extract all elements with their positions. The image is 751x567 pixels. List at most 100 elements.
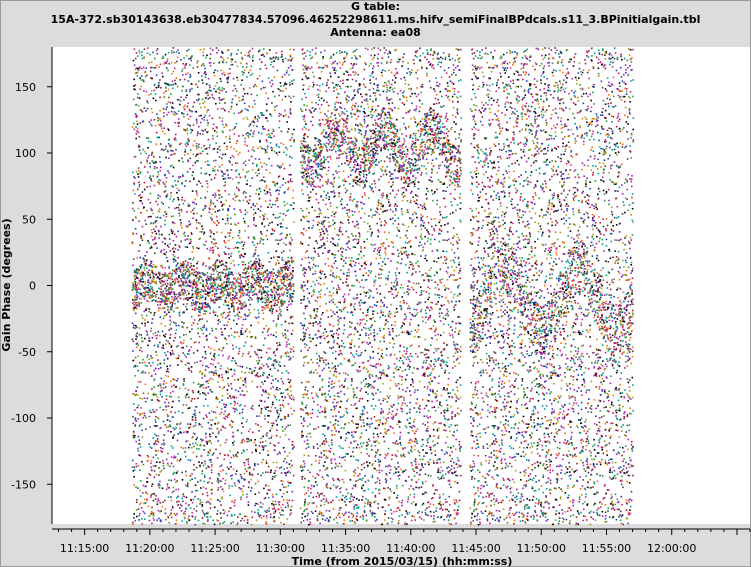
data-point xyxy=(226,416,229,418)
data-point xyxy=(285,288,288,291)
data-point xyxy=(273,367,276,369)
data-point xyxy=(138,349,141,352)
data-point xyxy=(191,289,193,292)
data-point xyxy=(217,432,220,435)
data-point xyxy=(196,247,198,249)
data-point xyxy=(205,365,207,368)
data-point xyxy=(163,191,166,193)
data-point xyxy=(244,267,247,269)
data-point xyxy=(172,269,174,271)
data-point xyxy=(150,357,153,359)
data-point xyxy=(232,395,234,398)
data-point xyxy=(135,170,138,173)
data-point xyxy=(134,278,136,280)
data-point xyxy=(182,303,185,306)
data-point xyxy=(185,404,188,406)
data-point xyxy=(158,467,161,469)
data-point xyxy=(225,304,228,307)
data-point xyxy=(164,296,167,299)
data-point xyxy=(138,220,140,222)
data-point xyxy=(231,359,233,362)
data-point xyxy=(186,297,188,299)
data-point xyxy=(146,291,149,293)
data-point xyxy=(172,416,174,418)
data-point xyxy=(270,280,272,283)
data-point xyxy=(224,418,227,420)
data-point xyxy=(282,303,284,305)
data-point xyxy=(253,244,255,246)
data-point xyxy=(281,76,284,78)
data-point xyxy=(139,172,141,175)
data-point xyxy=(242,333,244,335)
data-point xyxy=(169,420,171,422)
data-point xyxy=(221,262,224,265)
data-point xyxy=(201,296,204,298)
data-point xyxy=(186,303,188,305)
data-point xyxy=(144,371,147,374)
data-point xyxy=(177,295,180,298)
data-point xyxy=(254,172,257,174)
data-point xyxy=(192,451,195,454)
data-point xyxy=(209,65,212,67)
data-point xyxy=(246,328,248,330)
data-point xyxy=(225,261,227,264)
data-point xyxy=(204,310,206,313)
data-point xyxy=(226,275,229,278)
data-point xyxy=(223,88,225,90)
data-point xyxy=(181,497,183,500)
data-point xyxy=(136,277,139,279)
data-point xyxy=(134,287,137,289)
title-line-3: Antenna: ea08 xyxy=(330,26,421,39)
data-point xyxy=(289,242,292,245)
data-point xyxy=(153,67,156,69)
data-point xyxy=(163,280,165,283)
data-point xyxy=(216,457,219,459)
data-point xyxy=(139,469,141,471)
data-point xyxy=(255,266,258,268)
data-point xyxy=(239,274,241,276)
data-point xyxy=(167,464,170,467)
data-point xyxy=(205,335,207,338)
data-point xyxy=(274,396,277,398)
data-point xyxy=(246,335,248,338)
data-point xyxy=(212,170,214,172)
data-point xyxy=(189,475,192,477)
data-point xyxy=(193,140,196,142)
data-point xyxy=(233,331,236,334)
data-point xyxy=(233,307,235,310)
data-point xyxy=(182,266,185,269)
data-point xyxy=(166,368,169,370)
data-point xyxy=(187,290,189,292)
data-point xyxy=(232,344,234,347)
data-point xyxy=(203,444,205,447)
data-point xyxy=(203,287,206,289)
data-point xyxy=(131,126,134,128)
data-point xyxy=(269,516,272,518)
data-point xyxy=(168,297,170,300)
data-point xyxy=(231,304,233,307)
data-point xyxy=(134,193,136,195)
data-point xyxy=(282,61,284,63)
data-point xyxy=(270,272,272,275)
data-point xyxy=(162,107,165,110)
data-point xyxy=(195,155,197,157)
data-point xyxy=(185,89,188,91)
data-point xyxy=(262,297,264,300)
data-point xyxy=(220,107,222,110)
data-point xyxy=(262,318,265,320)
data-point xyxy=(246,270,248,273)
data-point xyxy=(262,290,265,292)
data-point xyxy=(177,396,180,399)
data-point xyxy=(238,350,241,353)
data-point xyxy=(259,49,261,51)
data-point xyxy=(223,521,226,523)
data-point xyxy=(184,129,187,131)
data-point xyxy=(289,351,292,353)
data-point xyxy=(154,252,156,254)
data-point xyxy=(253,217,255,219)
data-point xyxy=(143,414,146,417)
data-point xyxy=(251,241,254,244)
data-point xyxy=(270,406,273,409)
data-point xyxy=(183,265,185,267)
data-point xyxy=(247,315,249,317)
